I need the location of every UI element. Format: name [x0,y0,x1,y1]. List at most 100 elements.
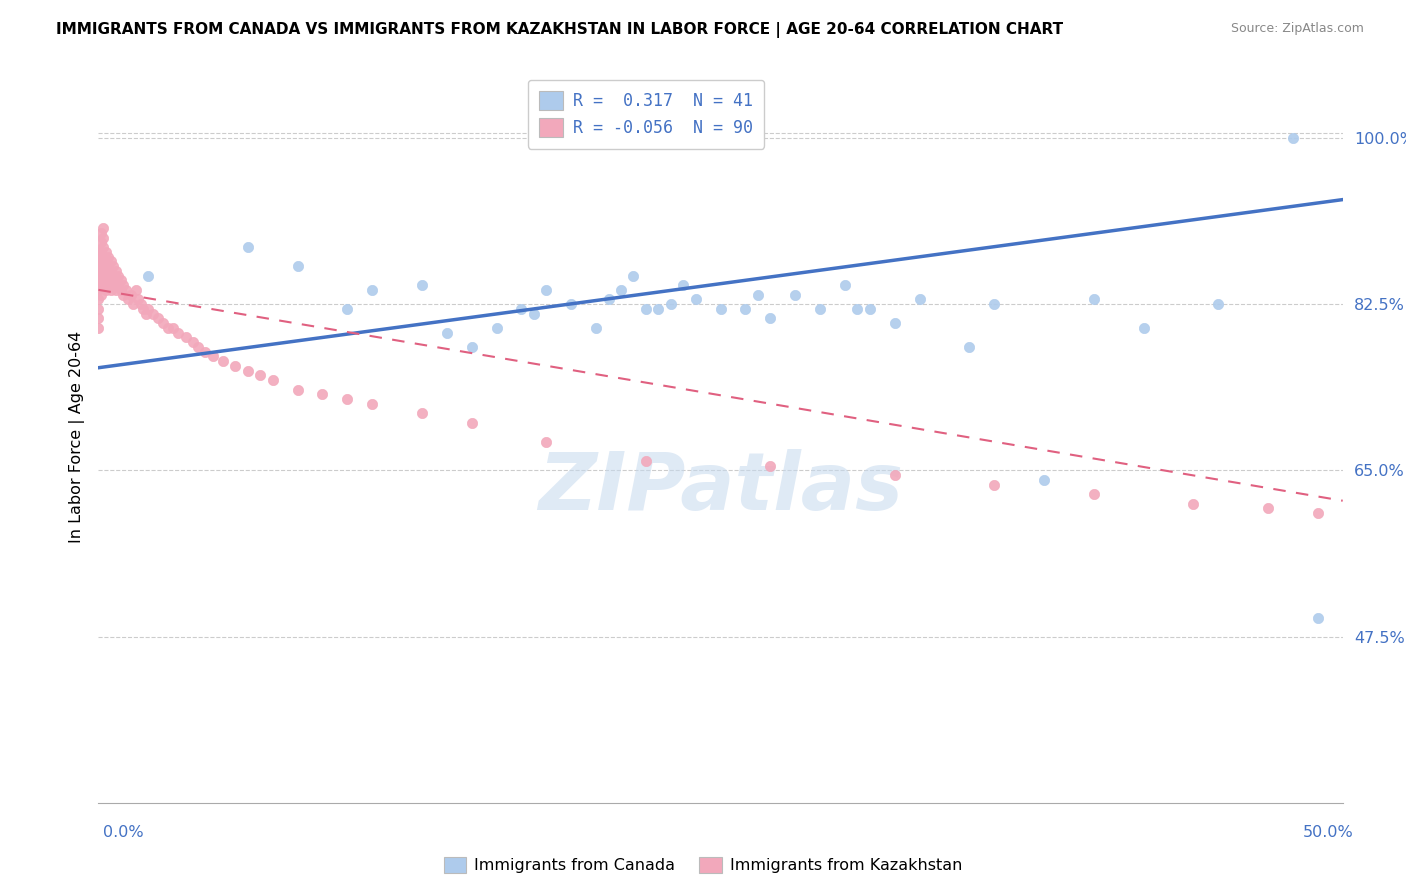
Point [336,392,359,406]
Point [647,301,669,316]
Point [100,254,122,268]
Point [93,240,115,254]
Point [90,278,112,293]
Point [90,254,112,268]
Point [685,293,707,307]
Point [94,254,117,268]
Point [1257,501,1279,516]
Point [536,283,558,297]
Point [107,268,129,283]
Point [87,264,110,278]
Point [87,244,110,259]
Point [846,301,869,316]
Point [610,283,633,297]
Point [598,293,620,307]
Point [1182,497,1205,511]
Point [560,297,582,311]
Legend: R =  0.317  N = 41, R = -0.056  N = 90: R = 0.317 N = 41, R = -0.056 N = 90 [527,79,765,149]
Point [908,293,931,307]
Point [129,297,152,311]
Point [90,235,112,250]
Point [87,283,110,297]
Point [585,321,607,335]
Point [834,278,856,293]
Point [117,293,139,307]
Point [194,344,217,359]
Point [114,283,136,297]
Point [103,278,125,293]
Legend: Immigrants from Canada, Immigrants from Kazakhstan: Immigrants from Canada, Immigrants from … [437,850,969,880]
Point [93,259,115,273]
Point [87,254,110,268]
Point [162,321,184,335]
Point [187,340,209,354]
Text: ZIPatlas: ZIPatlas [538,450,903,527]
Point [1306,610,1329,624]
Point [90,244,112,259]
Point [1306,506,1329,520]
Point [136,268,159,283]
Point [634,454,657,468]
Point [94,244,117,259]
Point [152,316,174,330]
Point [883,468,905,483]
Point [659,297,682,311]
Point [90,264,112,278]
Point [87,293,110,307]
Point [125,283,148,297]
Point [100,264,122,278]
Point [103,259,125,273]
Point [287,383,309,397]
Point [93,230,115,244]
Point [411,406,433,420]
Point [93,278,115,293]
Point [110,273,132,287]
Point [87,301,110,316]
Text: Source: ZipAtlas.com: Source: ZipAtlas.com [1230,22,1364,36]
Point [122,297,145,311]
Point [112,278,135,293]
Point [93,250,115,264]
Point [436,326,458,340]
Point [87,273,110,287]
Point [785,287,807,301]
Point [759,311,782,326]
Point [1206,297,1229,311]
Point [710,301,733,316]
Point [94,283,117,297]
Point [97,278,120,293]
Point [90,268,112,283]
Point [287,259,309,273]
Text: 0.0%: 0.0% [103,825,143,840]
Point [734,301,756,316]
Point [883,316,905,330]
Text: IMMIGRANTS FROM CANADA VS IMMIGRANTS FROM KAZAKHSTAN IN LABOR FORCE | AGE 20-64 : IMMIGRANTS FROM CANADA VS IMMIGRANTS FRO… [56,22,1063,38]
Point [361,283,384,297]
Point [135,307,157,321]
Point [1132,321,1154,335]
Point [623,268,645,283]
Point [174,330,197,344]
Point [236,363,259,377]
Point [104,283,127,297]
Point [87,321,110,335]
Point [110,283,132,297]
Point [120,287,142,301]
Point [142,307,165,321]
Point [100,273,122,287]
Point [536,434,558,449]
Point [460,416,484,430]
Point [104,264,127,278]
Point [157,321,180,335]
Point [224,359,246,373]
Point [1282,131,1305,145]
Point [1083,293,1105,307]
Point [201,349,224,363]
Point [460,340,484,354]
Point [672,278,695,293]
Point [959,340,981,354]
Point [132,301,155,316]
Point [90,226,112,240]
Point [93,221,115,235]
Point [94,264,117,278]
